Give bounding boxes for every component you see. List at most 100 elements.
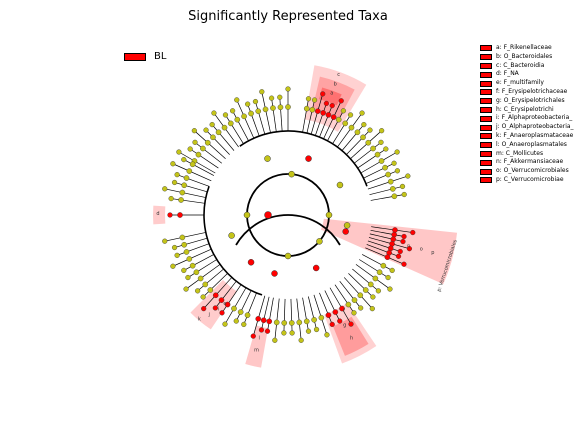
cladogram-edge xyxy=(290,298,293,333)
clade-letter: p xyxy=(431,250,434,256)
taxon-node xyxy=(340,108,346,114)
taxon-node xyxy=(313,326,320,333)
cladogram-edge xyxy=(172,163,212,182)
taxon-node xyxy=(241,321,247,328)
taxon-node xyxy=(227,120,234,127)
clade-letter: i xyxy=(218,306,219,312)
taxon-node xyxy=(272,337,278,343)
taxon-node xyxy=(215,129,222,136)
clade-node xyxy=(305,155,312,162)
clade-node xyxy=(284,252,292,260)
taxon-node xyxy=(387,286,393,292)
taxa-legend-label: m: C_Mollicutes xyxy=(496,149,544,157)
taxon-node xyxy=(318,314,325,321)
cladogram-edge xyxy=(202,273,228,298)
cladogram-edge xyxy=(235,290,252,322)
taxon-node xyxy=(406,246,413,252)
taxon-node xyxy=(221,124,228,131)
taxa-legend-swatch xyxy=(480,115,492,122)
taxon-node xyxy=(174,172,180,178)
cladogram-edge xyxy=(213,112,239,148)
taxon-node xyxy=(385,274,391,281)
taxon-node xyxy=(245,101,251,107)
taxon-node xyxy=(224,301,231,308)
taxon-node xyxy=(181,182,187,189)
taxon-node xyxy=(187,146,193,152)
cladogram-edge xyxy=(194,142,223,164)
taxon-node xyxy=(179,189,186,196)
taxa-legend-swatch xyxy=(480,54,492,61)
cladogram-edge xyxy=(313,294,328,335)
cladogram-edge xyxy=(176,243,210,256)
taxon-node xyxy=(170,161,176,167)
clade-node xyxy=(336,181,344,189)
taxon-node xyxy=(270,105,276,111)
chart-title: Significantly Represented Taxa xyxy=(188,9,388,24)
taxon-node xyxy=(212,292,219,299)
group-legend-swatch xyxy=(124,52,146,61)
clade-node xyxy=(264,155,271,162)
taxon-node xyxy=(186,256,193,262)
cladogram-edge xyxy=(310,93,324,135)
taxon-node xyxy=(234,116,241,123)
taxon-node xyxy=(230,108,236,114)
cladogram-arc xyxy=(239,130,368,187)
taxon-node xyxy=(401,261,407,267)
taxon-node xyxy=(203,127,209,133)
clade-node xyxy=(342,228,349,235)
taxon-node xyxy=(177,212,183,218)
taxa-legend-label: b: O_Bacteroidales xyxy=(496,52,553,60)
cladogram-edge xyxy=(302,297,309,332)
taxon-node xyxy=(185,274,191,281)
cladogram-edge xyxy=(355,264,391,290)
cladogram-edge xyxy=(255,101,266,135)
taxon-node xyxy=(174,252,180,258)
cladogram-edge xyxy=(306,99,315,134)
taxon-node xyxy=(170,263,176,269)
taxon-node xyxy=(222,321,228,327)
cladogram-edge xyxy=(369,186,403,196)
taxa-legend-label: i: F_Alphaproteobacteria_ xyxy=(496,114,573,122)
taxon-node xyxy=(289,330,295,336)
taxon-node xyxy=(389,267,395,273)
cladogram-edge xyxy=(203,277,233,309)
taxa-legend-item: l: O_Anaeroplasmatales xyxy=(480,141,574,150)
taxon-node xyxy=(391,231,397,238)
taxon-node xyxy=(323,100,330,107)
cladogram-edge xyxy=(183,254,214,271)
taxon-node xyxy=(171,244,178,251)
taxon-node xyxy=(262,106,269,113)
cladogram-edge xyxy=(185,264,221,290)
taxa-legend-item: c: C_Bacteroidia xyxy=(480,62,574,71)
taxon-node xyxy=(324,332,330,338)
cladogram-arc xyxy=(235,214,341,246)
cladogram-edge xyxy=(187,259,217,278)
taxon-node xyxy=(342,120,349,127)
taxon-node xyxy=(320,110,326,116)
taxon-node xyxy=(183,175,190,181)
cladogram-edge xyxy=(363,162,395,179)
taxon-node xyxy=(320,91,326,97)
taxon-node xyxy=(394,168,401,174)
taxon-node xyxy=(380,262,387,269)
taxon-node xyxy=(211,110,217,116)
taxon-node xyxy=(162,238,168,244)
taxa-legend-item: b: O_Bacteroidales xyxy=(480,53,574,62)
taxa-legend-swatch xyxy=(480,98,492,105)
clade-node xyxy=(316,238,323,245)
taxon-node xyxy=(222,112,229,118)
clade-highlight-wedge xyxy=(319,87,342,106)
taxon-node xyxy=(338,98,344,104)
cladogram-edge xyxy=(252,295,266,337)
taxon-node xyxy=(314,108,321,114)
taxa-legend-label: h: C_Erysipelotrichi xyxy=(496,105,554,113)
taxon-node xyxy=(255,316,262,322)
cladogram-edge xyxy=(360,151,398,174)
taxon-node xyxy=(281,320,288,326)
cladogram-edge xyxy=(348,273,374,298)
taxon-node xyxy=(233,318,239,324)
taxon-node xyxy=(273,319,280,326)
taxon-node xyxy=(390,236,397,243)
taxon-node xyxy=(367,281,374,288)
